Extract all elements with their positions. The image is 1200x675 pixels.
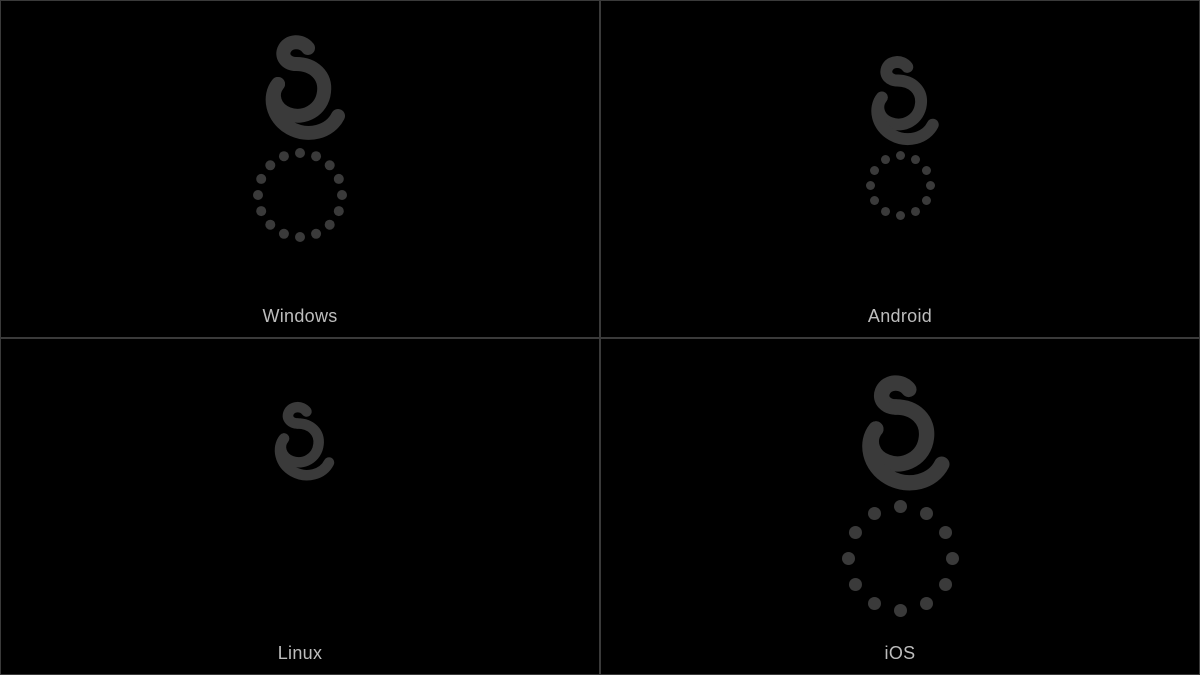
panel-linux: Linux: [0, 338, 600, 675]
label-ios: iOS: [885, 643, 916, 664]
panel-android: Android: [600, 0, 1200, 338]
glyph-comparison-grid: Windows Android Linux: [0, 0, 1200, 675]
dotted-circle-placeholder: [251, 146, 349, 244]
combining-mark-glyph: [263, 401, 338, 491]
combining-mark-glyph: [250, 34, 350, 154]
panel-ios: iOS: [600, 338, 1200, 675]
label-linux: Linux: [278, 643, 323, 664]
combining-mark-glyph: [858, 55, 943, 157]
label-android: Android: [868, 306, 932, 327]
combining-mark-glyph: [845, 374, 955, 506]
glyph-android: [858, 55, 943, 222]
panel-windows: Windows: [0, 0, 600, 338]
dotted-circle-placeholder: [840, 498, 961, 619]
dotted-circle-placeholder: [864, 149, 937, 222]
label-windows: Windows: [262, 306, 337, 327]
glyph-windows: [250, 34, 350, 244]
glyph-linux: [263, 401, 338, 491]
glyph-ios: [840, 374, 961, 619]
